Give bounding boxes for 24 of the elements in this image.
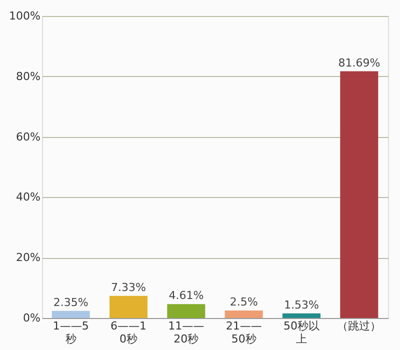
data-label: 1.53% (284, 298, 319, 312)
x-tick-label: 11——20秒 (168, 320, 204, 346)
data-label: 4.61% (168, 289, 204, 302)
bar (52, 310, 90, 318)
data-label: 81.69% (338, 56, 380, 70)
y-tick-label: 0% (23, 312, 40, 324)
bar (282, 313, 320, 318)
data-label: 2.5% (230, 295, 258, 308)
bar (110, 296, 148, 318)
y-tick-label: 60% (16, 130, 40, 144)
x-tick-label: 1——5秒 (52, 320, 89, 346)
bar (224, 310, 263, 318)
y-tick-label: 100% (9, 10, 40, 22)
x-tick-label: 6——10秒 (110, 320, 146, 346)
y-tick-label: 40% (16, 190, 40, 204)
x-tick-label: （跳过） (337, 320, 382, 332)
bar (167, 304, 206, 318)
bar (340, 71, 378, 318)
y-tick-label: 20% (16, 251, 40, 264)
data-label: 7.33% (111, 280, 146, 294)
data-label: 2.35% (53, 296, 88, 309)
x-tick-label: 50秒以上 (284, 320, 320, 346)
y-tick-label: 80% (16, 70, 40, 83)
x-tick-label: 21——50秒 (226, 320, 262, 346)
